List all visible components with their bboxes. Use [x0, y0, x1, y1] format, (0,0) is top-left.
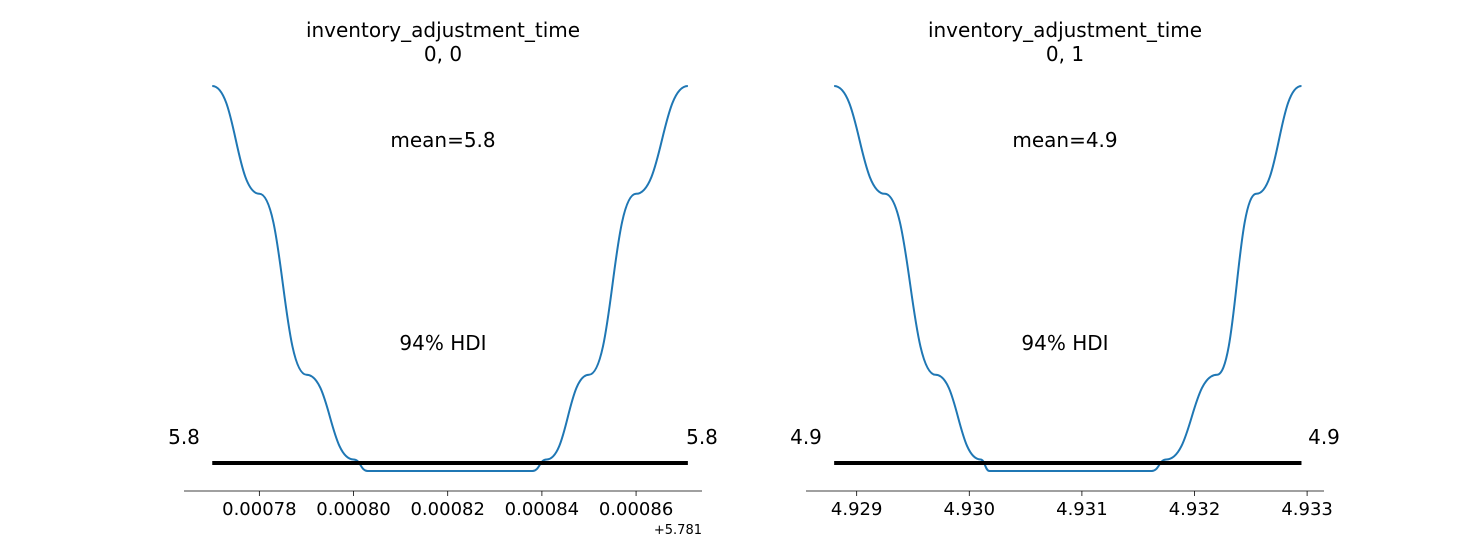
hdi-lower-label: 5.8 — [168, 425, 200, 449]
x-tick-label: 4.929 — [831, 499, 883, 520]
x-offset-label: +5.781 — [654, 523, 702, 538]
hdi-annotation: 94% HDI — [399, 331, 486, 355]
x-tick-label: 0.00078 — [222, 499, 296, 520]
x-tick-label: 0.00082 — [410, 499, 484, 520]
mean-annotation: mean=5.8 — [390, 128, 495, 152]
density-curve — [833, 85, 1302, 473]
hdi-lower-label: 4.9 — [790, 425, 822, 449]
x-tick-label: 0.00086 — [599, 499, 673, 520]
panel-subtitle: 0, 1 — [1046, 42, 1084, 66]
mean-annotation: mean=4.9 — [1012, 128, 1117, 152]
x-tick-label: 4.932 — [1169, 499, 1221, 520]
panel-subtitle: 0, 0 — [424, 42, 462, 66]
x-tick-label: 4.931 — [1056, 499, 1108, 520]
panel-title: inventory_adjustment_time — [928, 18, 1202, 42]
hdi-upper-label: 5.8 — [686, 425, 718, 449]
x-tick-label: 4.933 — [1281, 499, 1333, 520]
x-tick-label: 0.00080 — [316, 499, 390, 520]
hdi-upper-label: 4.9 — [1308, 425, 1340, 449]
density-curve — [211, 85, 689, 473]
panel-title: inventory_adjustment_time — [306, 18, 580, 42]
hdi-annotation: 94% HDI — [1021, 331, 1108, 355]
posterior-panel-0-1: inventory_adjustment_time 0, 1 mean=4.9 … — [790, 18, 1340, 520]
posterior-panel-0-0: inventory_adjustment_time 0, 0 mean=5.8 … — [168, 18, 718, 538]
x-tick-label: 4.930 — [944, 499, 996, 520]
x-tick-label: 0.00084 — [505, 499, 579, 520]
